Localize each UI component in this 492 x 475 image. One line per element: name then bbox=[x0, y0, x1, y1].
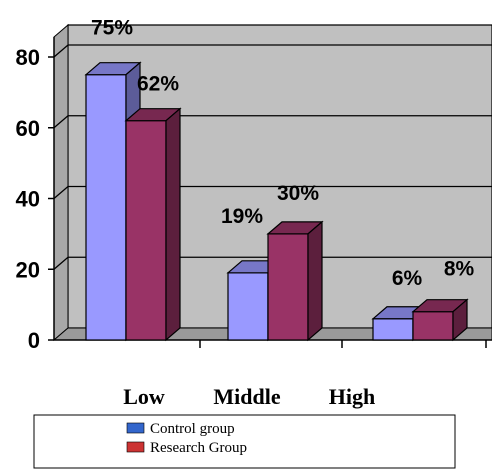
y-tick-label: 60 bbox=[16, 116, 40, 141]
bar-front bbox=[85, 74, 127, 341]
data-label: 19% bbox=[221, 205, 263, 228]
bar-front bbox=[372, 318, 414, 341]
category-label: High bbox=[329, 384, 375, 409]
data-label: 30% bbox=[277, 182, 319, 205]
data-label: 6% bbox=[392, 267, 423, 290]
legend-box bbox=[33, 414, 456, 469]
gridline bbox=[53, 256, 492, 270]
data-label: 8% bbox=[444, 258, 475, 281]
bars bbox=[84, 61, 469, 342]
gridline bbox=[53, 115, 492, 129]
data-labels: 75% 62% 19% 30% 6% 8% bbox=[91, 17, 475, 290]
bar-side bbox=[307, 220, 323, 342]
data-label: 75% bbox=[91, 17, 133, 40]
legend: Control group Research Group bbox=[33, 414, 456, 469]
category-label: Middle bbox=[213, 384, 280, 409]
y-tick-label: 20 bbox=[16, 257, 40, 282]
legend-swatch bbox=[126, 441, 145, 453]
bar-front bbox=[125, 120, 167, 341]
x-axis: Low Middle High bbox=[123, 384, 375, 409]
bar-side bbox=[165, 107, 181, 342]
legend-label: Control group bbox=[150, 421, 235, 437]
y-tick-label: 80 bbox=[16, 45, 40, 70]
side-wall bbox=[53, 23, 69, 342]
bar-side bbox=[452, 298, 468, 342]
legend-label: Research Group bbox=[150, 440, 247, 456]
bar-front bbox=[412, 311, 454, 341]
gridline bbox=[53, 44, 492, 58]
legend-swatch bbox=[126, 422, 145, 434]
y-tick-label: 40 bbox=[16, 187, 40, 212]
gridline bbox=[53, 185, 492, 199]
bar-front bbox=[227, 272, 269, 341]
category-label: Low bbox=[123, 384, 165, 409]
data-label: 62% bbox=[137, 73, 179, 96]
bar-front bbox=[267, 233, 309, 341]
y-tick-label: 0 bbox=[28, 328, 40, 353]
